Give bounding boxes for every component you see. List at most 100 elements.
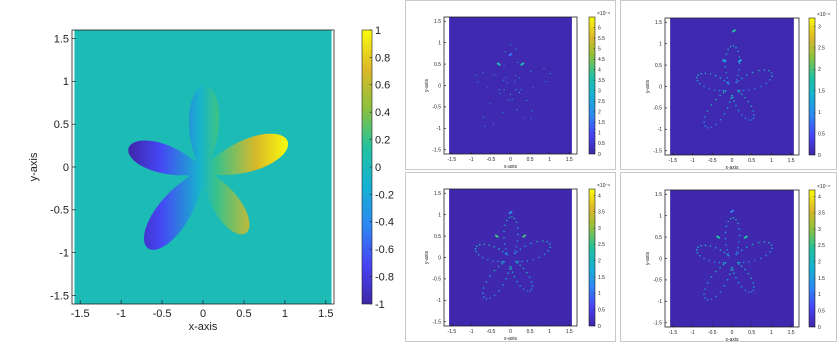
error-outline-mark bbox=[719, 119, 722, 121]
error-outline-mark bbox=[737, 74, 739, 77]
error-outline-mark bbox=[724, 262, 727, 265]
error-outline-mark bbox=[703, 257, 705, 260]
error-outline-mark bbox=[522, 267, 525, 270]
y-tick-label: 0.5 bbox=[54, 119, 69, 131]
error-outline-mark bbox=[748, 89, 750, 91]
x-tick-label: -1 bbox=[690, 330, 695, 336]
error-outline-mark bbox=[735, 218, 737, 221]
error-outline-mark bbox=[733, 272, 735, 274]
error-outline-mark bbox=[515, 75, 517, 77]
y-tick-label: 1 bbox=[438, 212, 441, 218]
error-outline-mark bbox=[511, 271, 514, 273]
x-tick-label: 0 bbox=[509, 157, 512, 163]
error-outline-mark bbox=[744, 289, 747, 292]
x-tick-label: 1 bbox=[770, 330, 773, 336]
error-outline-mark bbox=[509, 265, 512, 268]
error-outline-mark bbox=[493, 245, 495, 248]
error-outline-mark bbox=[479, 243, 481, 246]
y-tick-label: -1 bbox=[658, 127, 663, 133]
y-tick-label: 0.5 bbox=[434, 234, 441, 240]
error-outline-mark bbox=[502, 112, 504, 114]
error-outline-mark bbox=[737, 80, 740, 82]
error-outline-mark bbox=[744, 117, 747, 120]
error-outline-mark bbox=[709, 73, 712, 75]
error-outline-mark bbox=[543, 253, 546, 256]
colorbar-tick-label: 0.4 bbox=[375, 107, 390, 119]
error-outline-mark bbox=[747, 272, 750, 275]
y-tick-label: 1 bbox=[659, 41, 662, 47]
error-outline-mark bbox=[517, 61, 519, 64]
colorbar-tick-label: 2 bbox=[598, 259, 601, 265]
error-outline-mark bbox=[724, 231, 727, 234]
x-tick-label: 0.5 bbox=[748, 158, 755, 164]
error-outline-mark bbox=[719, 94, 721, 97]
error-outline-mark bbox=[737, 261, 739, 264]
error-outline-mark bbox=[487, 87, 489, 89]
colorbar-tick-label: 1 bbox=[598, 131, 601, 137]
error-outline-mark bbox=[516, 240, 519, 242]
error-outline-mark bbox=[745, 74, 748, 76]
error-outline-mark bbox=[489, 275, 491, 277]
error-outline-mark bbox=[770, 244, 773, 246]
error-outline-mark bbox=[753, 114, 755, 116]
y-tick-label: -1.5 bbox=[432, 147, 441, 153]
x-tick-label: -1 bbox=[469, 329, 474, 335]
error-outline-mark bbox=[696, 76, 698, 79]
colorbar-tick-label: 1.5 bbox=[598, 275, 605, 281]
error-outline-mark bbox=[714, 246, 717, 249]
error-outline-mark bbox=[543, 68, 545, 70]
error-outline-mark bbox=[506, 253, 508, 256]
error-outline-mark bbox=[718, 261, 721, 264]
error-outline-mark bbox=[722, 89, 725, 92]
error-outline-mark bbox=[735, 79, 738, 81]
error-outline-mark bbox=[502, 284, 504, 286]
x-tick-label: 0 bbox=[200, 308, 206, 320]
error-outline-mark bbox=[727, 82, 730, 85]
error-outline-mark bbox=[738, 228, 741, 230]
error-outline-mark bbox=[517, 233, 519, 236]
error-outline-mark bbox=[715, 98, 717, 101]
error-outline-mark bbox=[715, 295, 717, 298]
error-outline-mark bbox=[493, 294, 496, 297]
x-tick-label: 0.5 bbox=[748, 330, 755, 336]
y-axis-label: y-axis bbox=[424, 78, 430, 92]
colorbar-tick-label: 1 bbox=[375, 25, 381, 37]
error-outline-mark bbox=[735, 253, 737, 255]
x-axis-label: x-axis bbox=[504, 336, 518, 342]
error-outline-mark bbox=[532, 258, 534, 261]
error-outline-mark bbox=[715, 270, 717, 273]
y-axis-label: y-axis bbox=[424, 250, 430, 264]
error-outline-mark bbox=[754, 259, 756, 262]
error-outline-mark bbox=[696, 248, 698, 251]
error-outline-mark bbox=[497, 260, 499, 263]
error-outline-mark bbox=[708, 259, 710, 262]
error-outline-mark bbox=[724, 90, 727, 93]
y-tick-label: 0.5 bbox=[655, 235, 662, 241]
y-tick-label: 1.5 bbox=[655, 20, 662, 26]
error-outline-mark bbox=[477, 81, 479, 83]
y-tick-label: 0 bbox=[659, 256, 662, 262]
error-outline-mark bbox=[515, 221, 518, 224]
y-tick-label: 0 bbox=[63, 162, 69, 174]
error-outline-mark bbox=[758, 69, 760, 72]
colorbar-tick-label: 5 bbox=[598, 46, 601, 52]
colorbar-tick-label: 0.5 bbox=[598, 307, 605, 313]
error-outline-mark bbox=[511, 216, 513, 218]
error-outline-mark bbox=[497, 265, 500, 268]
error-outline-mark bbox=[741, 114, 743, 116]
colorbar-tick-label: 0.8 bbox=[375, 52, 390, 64]
error-outline-mark bbox=[704, 72, 707, 75]
error-outline-mark bbox=[723, 79, 726, 82]
error-hotspot-1 bbox=[522, 234, 527, 238]
error-outline-mark bbox=[727, 48, 729, 51]
error-outline-mark bbox=[738, 263, 740, 265]
error-outline-mark bbox=[524, 117, 526, 119]
error-outline-mark bbox=[724, 65, 727, 68]
y-axis-label: y-axis bbox=[645, 251, 651, 265]
error-chart-panel-3: -1.5 -1 -0.5 0 0.5 1 1.5 1.5 1 0.5 0 -0.5 -1 -1.5 x-ax… bbox=[405, 172, 616, 342]
colorbar bbox=[588, 188, 596, 327]
error-outline-mark bbox=[482, 287, 485, 289]
error-outline-mark bbox=[750, 119, 753, 121]
error-outline-mark bbox=[748, 261, 750, 263]
x-tick-label: -1.5 bbox=[448, 157, 457, 163]
